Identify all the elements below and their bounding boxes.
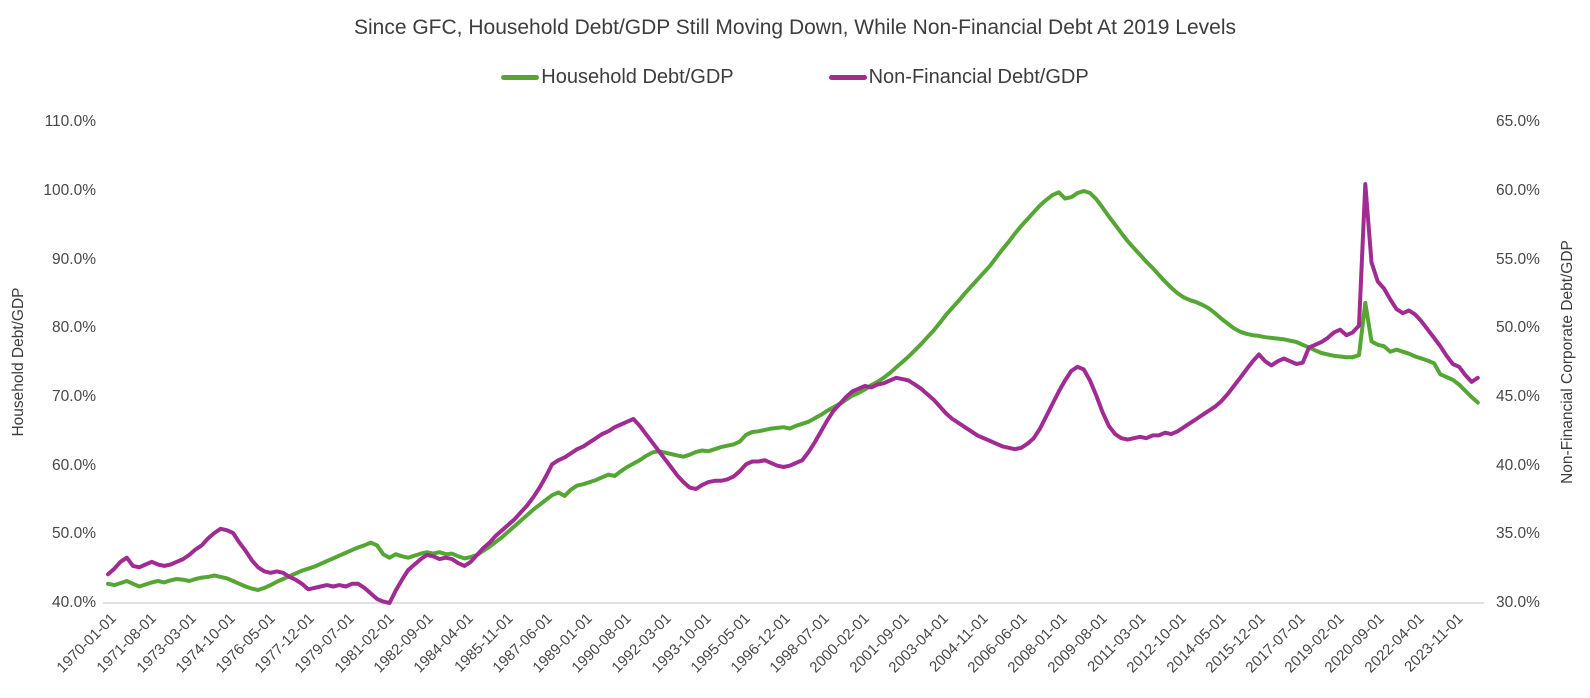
- right-axis-tick: 60.0%: [1496, 181, 1540, 199]
- right-axis-tick: 45.0%: [1496, 387, 1540, 405]
- legend-item-nonfinancial: Non-Financial Debt/GDP: [828, 66, 1089, 89]
- left-axis-tick: 70.0%: [52, 387, 96, 405]
- right-axis-tick: 40.0%: [1496, 456, 1540, 474]
- chart-legend: Household Debt/GDP Non-Financial Debt/GD…: [0, 66, 1590, 89]
- left-axis-tick: 100.0%: [43, 181, 96, 199]
- right-axis-tick: 55.0%: [1496, 250, 1540, 268]
- household-line-swatch: [501, 75, 540, 80]
- left-axis-tick: 110.0%: [44, 113, 96, 131]
- chart-title: Since GFC, Household Debt/GDP Still Movi…: [353, 16, 1237, 39]
- right-axis-tick: 35.0%: [1496, 525, 1540, 543]
- legend-label-nonfinancial: Non-Financial Debt/GDP: [868, 66, 1089, 88]
- left-axis-title: Household Debt/GDP: [10, 287, 27, 437]
- right-axis-tick: 50.0%: [1496, 319, 1540, 337]
- left-axis-tick: 90.0%: [52, 250, 96, 268]
- right-axis-tick: 65.0%: [1496, 113, 1540, 131]
- nonfinancial-debt-line: [106, 182, 1480, 605]
- left-axis-tick: 40.0%: [52, 594, 96, 611]
- right-axis-title: Non-Financial Corporate Debt/GDP: [1559, 240, 1576, 484]
- left-axis-tick: 60.0%: [52, 456, 96, 474]
- left-axis-tick: 80.0%: [52, 319, 96, 337]
- nonfinancial-line-swatch: [828, 75, 867, 80]
- legend-label-household: Household Debt/GDP: [541, 66, 734, 88]
- left-axis-tick: 50.0%: [52, 525, 96, 543]
- legend-item-household: Household Debt/GDP: [501, 66, 734, 89]
- household-debt-line: [106, 189, 1480, 592]
- right-axis-tick: 30.0%: [1496, 594, 1540, 611]
